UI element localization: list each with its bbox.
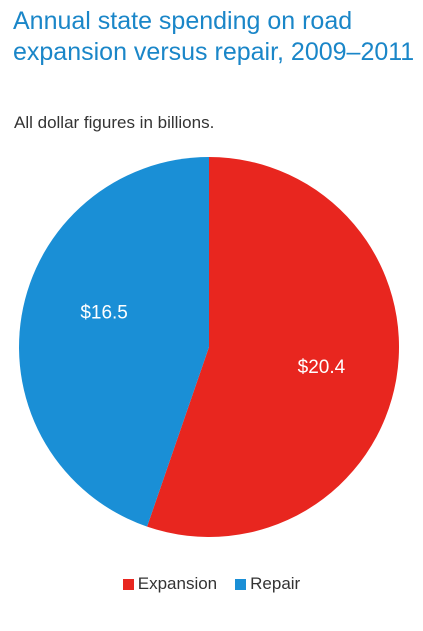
legend-item-expansion: Expansion [122, 574, 218, 594]
slice-repair [19, 157, 210, 527]
slice-label-repair: $16.5 [80, 302, 128, 323]
slice-expansion [147, 157, 400, 537]
chart-subtitle: All dollar figures in billions. [14, 113, 215, 132]
legend-swatch-repair [235, 578, 247, 590]
legend-item-repair: Repair [235, 574, 300, 594]
legend-label-repair: Repair [250, 574, 301, 593]
legend-label-expansion: Expansion [137, 574, 218, 593]
slice-label-expansion: $20.4 [298, 357, 346, 378]
chart-title: Annual state spending on road expansion … [13, 7, 415, 66]
legend: Expansion Repair [0, 574, 423, 594]
legend-swatch-expansion [122, 578, 134, 590]
